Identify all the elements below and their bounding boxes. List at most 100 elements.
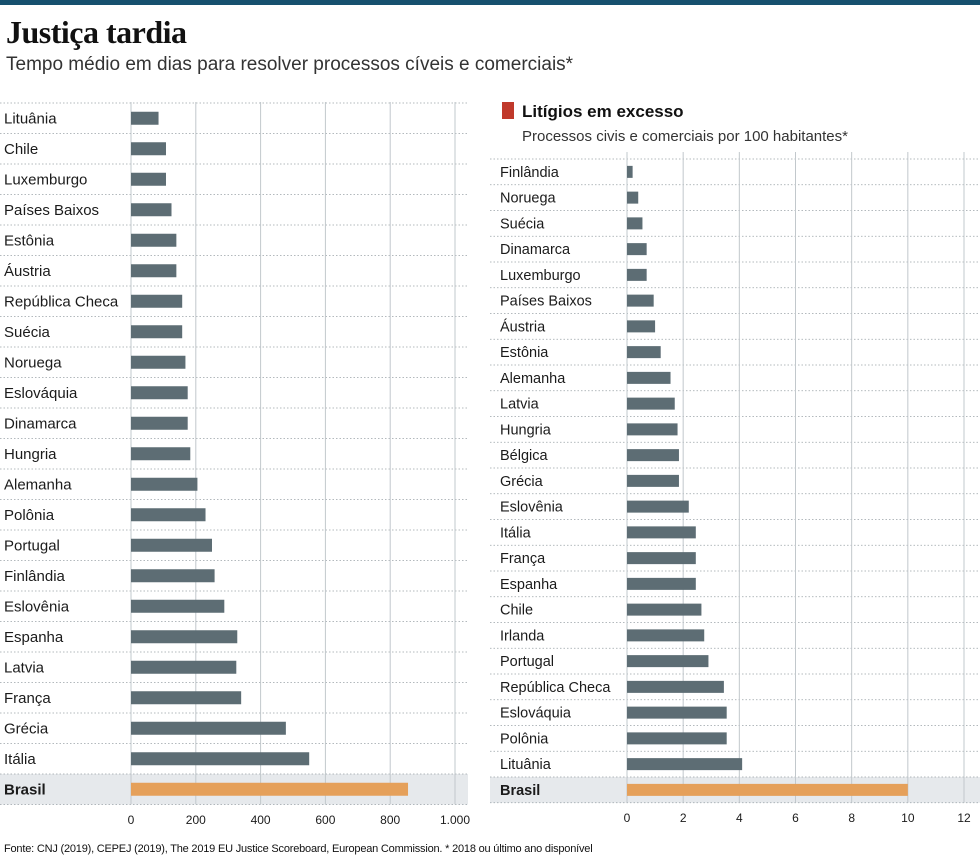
category-label: Países Baixos — [4, 202, 99, 219]
bar — [627, 552, 696, 565]
bar — [131, 721, 286, 735]
category-label: Lituânia — [4, 110, 57, 127]
category-label: Hungria — [4, 446, 57, 463]
chart-litigation-rate: Finlândia Noruega Suécia Dinamarca Luxemburg… — [490, 152, 980, 825]
category-label: Chile — [500, 603, 533, 619]
category-label: República Checa — [500, 680, 611, 696]
category-label: Hungria — [500, 422, 552, 438]
category-label: Lituânia — [500, 757, 552, 773]
bar — [627, 165, 633, 178]
bar — [627, 423, 678, 436]
bar — [131, 447, 191, 461]
bar-highlight — [627, 783, 908, 796]
bar — [131, 294, 183, 308]
category-label: Eslovênia — [500, 500, 564, 516]
category-label: Eslovênia — [4, 598, 70, 615]
category-label: Luxemburgo — [4, 171, 87, 188]
bar — [627, 655, 709, 668]
category-label: Suécia — [500, 216, 545, 232]
source-note: Fonte: CNJ (2019), CEPEJ (2019), The 201… — [4, 843, 593, 855]
x-tick-label: 12 — [957, 811, 971, 825]
category-label: Espanha — [500, 577, 558, 593]
category-label: Suécia — [4, 324, 51, 341]
bar — [131, 233, 177, 247]
category-label: Eslováquia — [4, 385, 78, 402]
bar — [627, 526, 696, 539]
category-label: Dinamarca — [500, 242, 571, 258]
category-label: Estônia — [4, 232, 55, 249]
category-label: Espanha — [4, 629, 64, 646]
bar — [131, 172, 166, 186]
chart2-title: Litígios em excesso — [522, 102, 684, 121]
category-label: Itália — [4, 751, 36, 768]
top-rule — [0, 0, 980, 5]
bar — [627, 371, 671, 384]
category-label: Latvia — [500, 397, 540, 413]
bar — [627, 191, 639, 204]
x-tick-label: 10 — [901, 811, 915, 825]
category-label: Áustria — [4, 263, 51, 280]
bar — [627, 217, 643, 230]
category-label: Itália — [500, 525, 532, 541]
category-label: Portugal — [4, 537, 60, 554]
category-label: Dinamarca — [4, 415, 77, 432]
category-label: Estônia — [500, 345, 549, 361]
bar — [131, 111, 159, 125]
bar — [627, 603, 702, 616]
category-label: Finlândia — [500, 165, 560, 181]
category-label: Grécia — [500, 474, 544, 490]
category-label: Áustria — [500, 318, 546, 335]
page-title: Justiça tardia — [6, 14, 187, 50]
bar — [627, 320, 656, 333]
x-tick-label: 600 — [315, 813, 335, 827]
x-tick-label: 1.000 — [440, 813, 470, 827]
bar — [627, 577, 696, 590]
bar — [627, 294, 654, 307]
bar — [131, 416, 188, 430]
bar — [627, 474, 679, 487]
bar-highlight — [131, 782, 409, 796]
category-label: Chile — [4, 141, 38, 158]
category-label: Bélgica — [500, 448, 548, 464]
x-tick-label: 0 — [128, 813, 135, 827]
bar — [131, 203, 172, 217]
bar — [131, 264, 177, 278]
bar — [131, 569, 215, 583]
bar — [131, 538, 212, 552]
bar — [131, 508, 206, 522]
bar — [131, 691, 242, 705]
x-tick-label: 200 — [186, 813, 206, 827]
category-label: Brasil — [500, 783, 540, 799]
category-label: Alemanha — [4, 476, 72, 493]
bar — [131, 355, 186, 369]
bar — [627, 629, 705, 642]
bar — [627, 268, 647, 281]
category-label: Eslováquia — [500, 706, 572, 722]
page-subtitle: Tempo médio em dias para resolver proces… — [6, 54, 574, 75]
bar — [131, 142, 166, 156]
bar — [131, 386, 188, 400]
bar — [131, 752, 310, 766]
category-label: Noruega — [4, 354, 62, 371]
category-label: República Checa — [4, 293, 119, 310]
category-label: Finlândia — [4, 568, 66, 585]
category-label: Luxemburgo — [500, 268, 581, 284]
category-label: Alemanha — [500, 371, 566, 387]
category-label: Irlanda — [500, 628, 545, 644]
x-tick-label: 800 — [380, 813, 400, 827]
bar — [131, 630, 238, 644]
chart2-title-block: Litígios em excesso — [502, 102, 684, 122]
category-label: Grécia — [4, 720, 49, 737]
bar — [627, 397, 675, 410]
bar — [131, 325, 183, 339]
category-label: Latvia — [4, 659, 45, 676]
bar — [627, 732, 727, 745]
bar — [131, 477, 198, 491]
category-label: França — [500, 551, 546, 567]
category-label: Portugal — [500, 654, 554, 670]
category-label: Brasil — [4, 781, 46, 798]
bar — [627, 706, 727, 719]
bar — [131, 599, 225, 613]
chart2-title-swatch — [502, 102, 514, 119]
x-tick-label: 400 — [251, 813, 271, 827]
